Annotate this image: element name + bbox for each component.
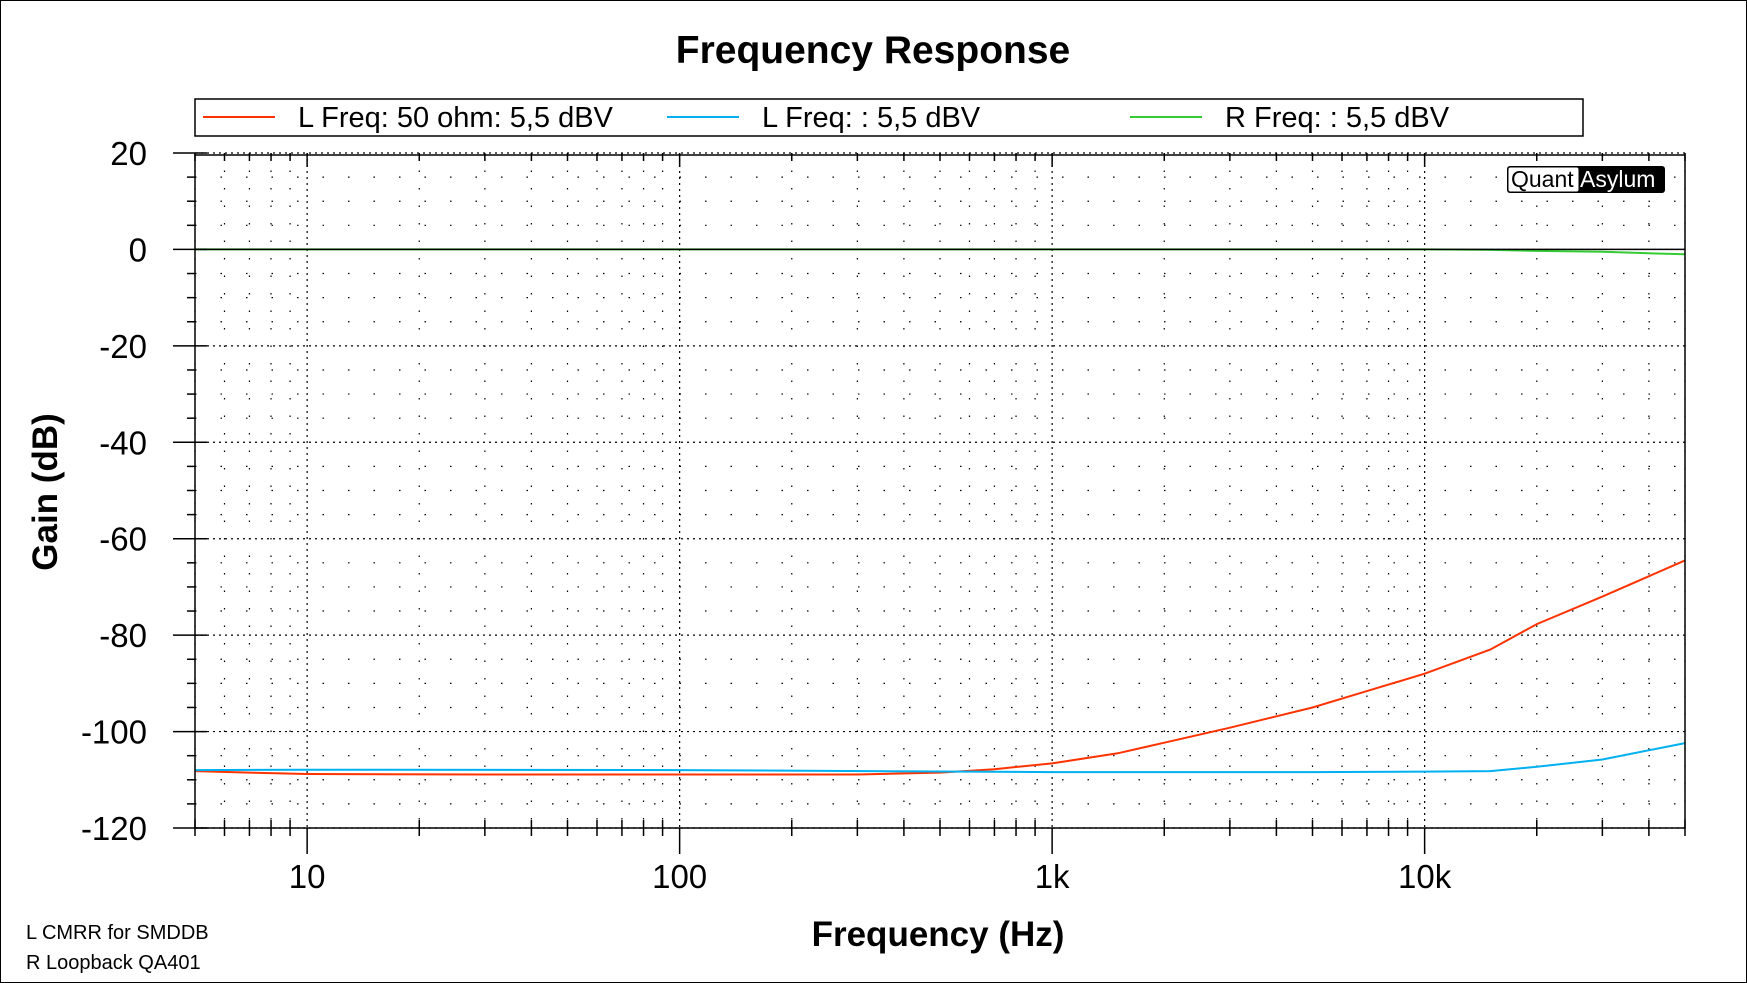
watermark-part1: Quant — [1511, 166, 1574, 192]
x-tick-label: 10k — [1398, 858, 1452, 895]
note-1: L CMRR for SMDDB — [26, 922, 209, 944]
y-tick-label: -20 — [99, 328, 147, 365]
plot-area-border — [194, 154, 1686, 829]
x-tick-label: 10 — [289, 858, 326, 895]
note-2: R Loopback QA401 — [26, 952, 201, 974]
y-tick-label: -80 — [99, 617, 147, 654]
series-line-1 — [194, 559, 1686, 776]
watermark-left-bg — [1508, 167, 1579, 192]
series-line-2 — [194, 742, 1686, 774]
legend-label-2: L Freq: : 5,5 dBV — [762, 102, 981, 134]
watermark-part2: Asylum — [1580, 166, 1655, 192]
y-tick-label: -60 — [99, 521, 147, 558]
x-tick-label: 100 — [652, 858, 707, 895]
y-tick-label: -40 — [99, 424, 147, 461]
y-tick-label: -100 — [81, 714, 147, 751]
y-tick-label: -120 — [81, 810, 147, 847]
y-tick-label: 20 — [110, 135, 147, 172]
watermark-logo: Quant Asylum — [1507, 166, 1665, 193]
grid — [194, 152, 1686, 829]
legend-label-3: R Freq: : 5,5 dBV — [1225, 102, 1450, 134]
chart-title: Frequency Response — [676, 29, 1070, 72]
x-tick-label: 1k — [1035, 858, 1070, 895]
legend-box — [194, 98, 1584, 137]
legend-label-1: L Freq: 50 ohm: 5,5 dBV — [298, 102, 614, 134]
y-tick-label: 0 — [129, 231, 147, 268]
x-axis-label: Frequency (Hz) — [812, 915, 1065, 954]
axes: 20 0 -20 -40 -60 -80 -100 -120 10 100 1k 10k — [81, 135, 1686, 895]
y-axis-label: Gain (dB) — [26, 413, 65, 570]
legend: L Freq: 50 ohm: 5,5 dBV L Freq: : 5,5 dBV… — [194, 98, 1584, 137]
